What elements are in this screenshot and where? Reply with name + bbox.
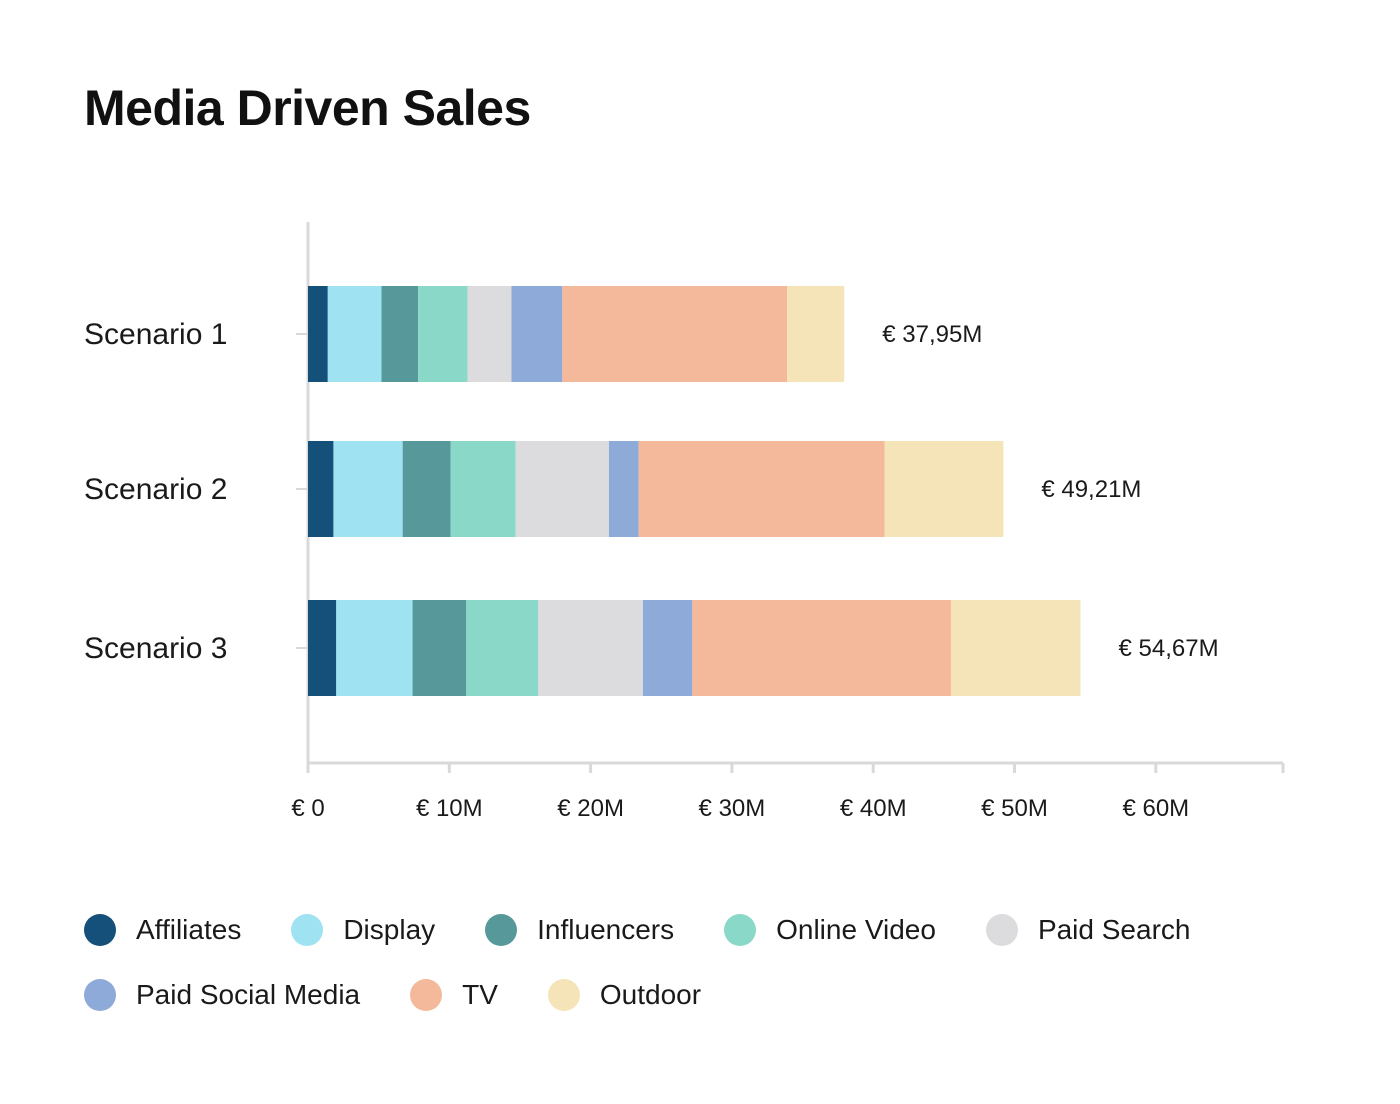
bar-segment-scenario-3-influencers [412, 600, 467, 696]
legend-row-1: Affiliates Display Influencers Online Vi… [84, 904, 1304, 956]
bar-segment-scenario-3-paid-social-media [642, 600, 693, 696]
total-label-scenario-1: € 37,95M [882, 321, 982, 348]
bar-segment-scenario-1-affiliates [308, 286, 328, 382]
x-tick-label-10: € 10M [416, 795, 483, 822]
chart-legend: Affiliates Display Influencers Online Vi… [84, 904, 1304, 1034]
bar-segment-scenario-1-tv [562, 286, 788, 382]
legend-item-influencers[interactable]: Influencers [485, 914, 674, 946]
legend-swatch-tv [410, 979, 443, 1011]
bar-segment-scenario-3-online-video [466, 600, 539, 696]
legend-label-online-video: Online Video [776, 914, 936, 945]
legend-label-outdoor: Outdoor [599, 979, 702, 1010]
total-label-scenario-3: € 54,67M [1119, 635, 1219, 662]
legend-swatch-outdoor [547, 979, 580, 1011]
bar-segment-scenario-1-influencers [381, 286, 419, 382]
legend-swatch-influencers [485, 914, 518, 946]
legend-label-paid-search: Paid Search [1037, 914, 1191, 945]
bar-segment-scenario-2-outdoor [884, 441, 1004, 537]
bar-segment-scenario-2-display [333, 441, 403, 537]
x-tick-label-20: € 20M [557, 795, 624, 822]
bar-segment-scenario-2-influencers [402, 441, 451, 537]
bar-segment-scenario-2-affiliates [308, 441, 334, 537]
category-label-scenario-3: Scenario 3 [84, 632, 227, 665]
x-tick-label-60: € 60M [1122, 795, 1189, 822]
bar-segment-scenario-1-paid-social-media [511, 286, 563, 382]
bar-segment-scenario-2-tv [638, 441, 885, 537]
bar-segment-scenario-1-outdoor [787, 286, 845, 382]
legend-label-influencers: Influencers [537, 914, 675, 945]
bar-segment-scenario-1-paid-search [467, 286, 512, 382]
legend-swatch-paid-social-media [84, 979, 116, 1011]
legend-label-paid-social-media: Paid Social Media [136, 979, 361, 1010]
x-tick-label-50: € 50M [981, 795, 1048, 822]
legend-item-online-video[interactable]: Online Video [724, 914, 936, 946]
legend-label-affiliates: Affiliates [136, 914, 242, 945]
legend-swatch-paid-search [985, 914, 1018, 946]
legend-item-affiliates[interactable]: Affiliates [84, 914, 241, 946]
bar-segment-scenario-1-online-video [418, 286, 468, 382]
bar-segment-scenario-3-tv [692, 600, 951, 696]
bar-segment-scenario-2-paid-search [515, 441, 609, 537]
bar-segment-scenario-3-outdoor [950, 600, 1081, 696]
category-label-scenario-1: Scenario 1 [84, 318, 227, 351]
total-label-scenario-2: € 49,21M [1041, 476, 1141, 503]
x-tick-label-0: € 0 [291, 795, 324, 822]
legend-row-2: Paid Social Media TV Outdoor [84, 969, 1304, 1021]
bar-segment-scenario-1-display [327, 286, 382, 382]
legend-item-outdoor[interactable]: Outdoor [547, 979, 702, 1011]
bar-segment-scenario-3-affiliates [308, 600, 337, 696]
legend-item-tv[interactable]: TV [410, 979, 498, 1011]
legend-item-display[interactable]: Display [291, 914, 435, 946]
bar-segment-scenario-2-online-video [450, 441, 516, 537]
legend-swatch-online-video [724, 914, 757, 946]
legend-swatch-affiliates [84, 914, 116, 946]
legend-item-paid-social-media[interactable]: Paid Social Media [84, 979, 360, 1011]
bar-segment-scenario-3-display [336, 600, 413, 696]
legend-item-paid-search[interactable]: Paid Search [985, 914, 1191, 946]
legend-swatch-display [291, 914, 324, 946]
legend-label-display: Display [343, 914, 436, 945]
x-tick-label-30: € 30M [699, 795, 766, 822]
bar-segment-scenario-3-paid-search [538, 600, 643, 696]
category-label-scenario-2: Scenario 2 [84, 473, 227, 506]
chart-title: Media Driven Sales [84, 80, 531, 136]
x-tick-label-40: € 40M [840, 795, 907, 822]
legend-label-tv: TV [462, 979, 498, 1010]
bar-segment-scenario-2-paid-social-media [608, 441, 639, 537]
